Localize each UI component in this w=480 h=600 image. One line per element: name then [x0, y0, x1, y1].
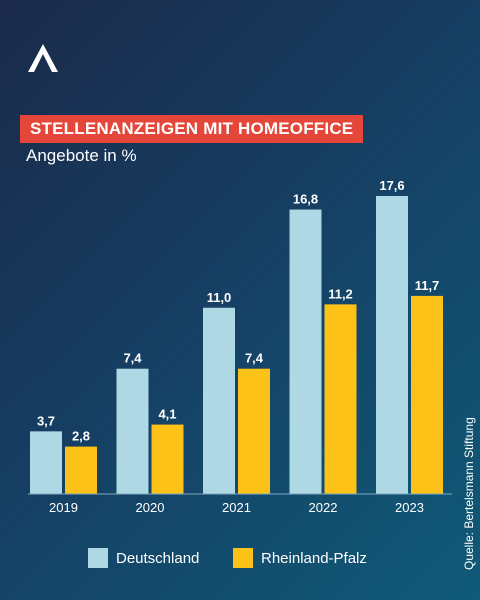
x-tick-label-2022: 2022 [309, 500, 338, 515]
legend-swatch-rheinland-pfalz [233, 548, 253, 568]
legend-item-rheinland-pfalz: Rheinland-Pfalz [233, 548, 367, 568]
bar-deutschland-2022 [289, 209, 322, 494]
bar-rheinland-pfalz-2023 [411, 295, 443, 494]
data-label-rheinland-pfalz-2022: 11,2 [328, 286, 353, 301]
bar-deutschland-2023 [376, 196, 408, 494]
title-banner: STELLENANZEIGEN MIT HOMEOFFICE [20, 115, 364, 143]
bar-deutschland-2019 [30, 431, 62, 494]
data-label-rheinland-pfalz-2021: 7,4 [245, 351, 264, 366]
x-tick-label-2021: 2021 [222, 500, 251, 515]
bar-rheinland-pfalz-2021 [238, 368, 270, 494]
bar-deutschland-2020 [116, 368, 149, 494]
data-label-rheinland-pfalz-2019: 2,8 [72, 429, 90, 444]
bar-rheinland-pfalz-2022 [324, 304, 357, 494]
data-label-deutschland-2019: 3,7 [37, 413, 55, 428]
x-tick-label-2020: 2020 [136, 500, 165, 515]
x-tick-label-2019: 2019 [49, 500, 78, 515]
legend-label-rheinland-pfalz: Rheinland-Pfalz [261, 549, 367, 567]
data-label-deutschland-2020: 7,4 [123, 351, 142, 366]
data-label-deutschland-2021: 11,0 [207, 290, 232, 305]
bar-rheinland-pfalz-2020 [151, 424, 184, 494]
chart-subtitle: Angebote in % [26, 146, 137, 165]
data-label-rheinland-pfalz-2023: 11,7 [415, 278, 440, 293]
legend-swatch-deutschland [88, 548, 108, 568]
data-label-rheinland-pfalz-2020: 4,1 [158, 407, 176, 422]
bar-deutschland-2021 [203, 307, 235, 494]
data-label-deutschland-2023: 17,6 [379, 178, 404, 193]
legend-label-deutschland: Deutschland [116, 549, 200, 567]
source-note: Quelle: Bertelsmann Stiftung [462, 417, 476, 570]
data-label-deutschland-2022: 16,8 [293, 192, 318, 207]
logo-icon [28, 44, 58, 72]
legend-item-deutschland: Deutschland [88, 548, 199, 568]
bar-rheinland-pfalz-2019 [65, 446, 97, 494]
chart-title: STELLENANZEIGEN MIT HOMEOFFICE [30, 119, 354, 138]
x-tick-label-2023: 2023 [395, 500, 424, 515]
